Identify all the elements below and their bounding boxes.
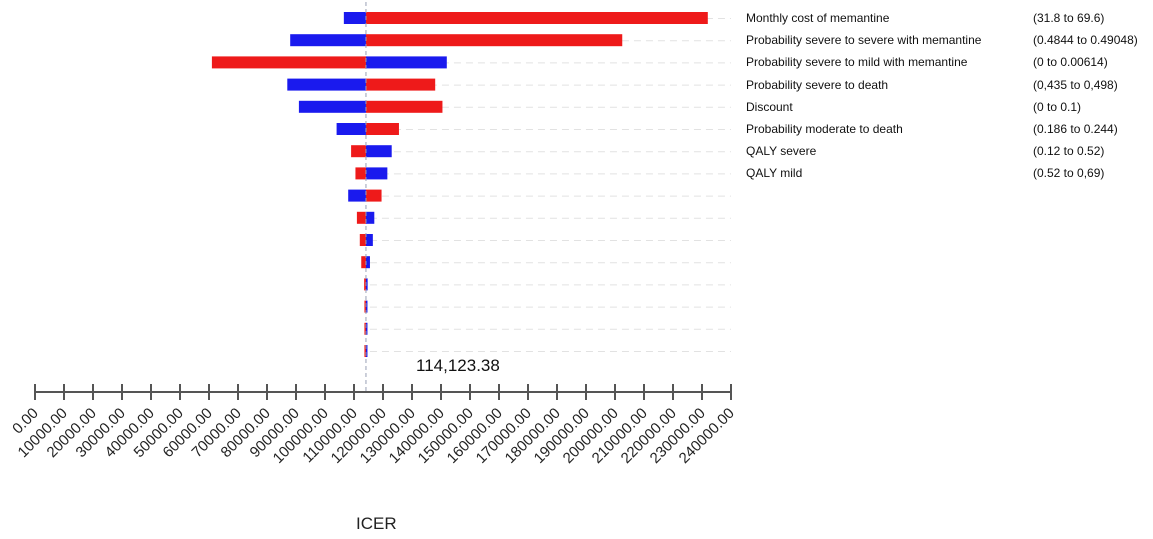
red-bar <box>361 256 366 269</box>
parameter-label: QALY severe <box>746 144 817 159</box>
red-bar <box>364 300 366 313</box>
blue-bar <box>365 167 388 180</box>
red-bar <box>351 145 366 158</box>
blue-bar <box>365 300 368 313</box>
parameter-label: Probability severe to mild with memantin… <box>746 55 968 70</box>
x-axis-title: ICER <box>356 514 397 533</box>
red-bar <box>365 78 436 91</box>
parameter-label: Probability severe to death <box>746 77 889 92</box>
blue-bar <box>348 189 366 202</box>
blue-bar <box>290 34 366 47</box>
red-bar <box>365 189 382 202</box>
parameter-range: (0.12 to 0.52) <box>1033 144 1105 159</box>
red-bar <box>364 322 366 335</box>
red-bar <box>365 34 623 47</box>
blue-bar <box>365 322 368 335</box>
parameter-range: (31.8 to 69.6) <box>1033 11 1105 25</box>
blue-bar <box>365 234 373 246</box>
red-bar <box>365 12 708 24</box>
parameter-label: Monthly cost of memantine <box>746 11 890 25</box>
red-bar <box>359 234 366 246</box>
parameter-range: (0.4844 to 0.49048) <box>1033 33 1138 48</box>
parameter-label: Discount <box>746 99 793 114</box>
parameter-label: QALY mild <box>746 166 803 181</box>
blue-bar <box>365 345 368 357</box>
parameter-range: (0.186 to 0.244) <box>1033 122 1118 136</box>
red-bar <box>364 278 366 291</box>
base-value-label: 114,123.38 <box>416 356 500 375</box>
blue-bar <box>298 100 366 113</box>
blue-bar <box>365 256 370 269</box>
parameter-label: Probability moderate to death <box>746 122 903 136</box>
blue-bar <box>365 211 375 224</box>
blue-bar <box>365 278 368 291</box>
parameter-label: Probability severe to severe with memant… <box>746 33 982 48</box>
parameter-range: (0.52 to 0,69) <box>1033 166 1105 181</box>
red-bar <box>355 167 366 180</box>
blue-bar <box>343 12 366 24</box>
parameter-range: (0 to 0.00614) <box>1033 55 1108 70</box>
blue-bar <box>287 78 366 91</box>
parameter-range: (0,435 to 0,498) <box>1033 77 1118 92</box>
parameter-range: (0 to 0.1) <box>1033 99 1082 114</box>
red-bar <box>365 123 399 135</box>
red-bar <box>356 211 366 224</box>
red-bar <box>365 100 443 113</box>
blue-bar <box>365 56 447 69</box>
blue-bar <box>365 145 392 158</box>
red-bar <box>364 345 366 357</box>
red-bar <box>211 56 366 69</box>
blue-bar <box>336 123 366 135</box>
